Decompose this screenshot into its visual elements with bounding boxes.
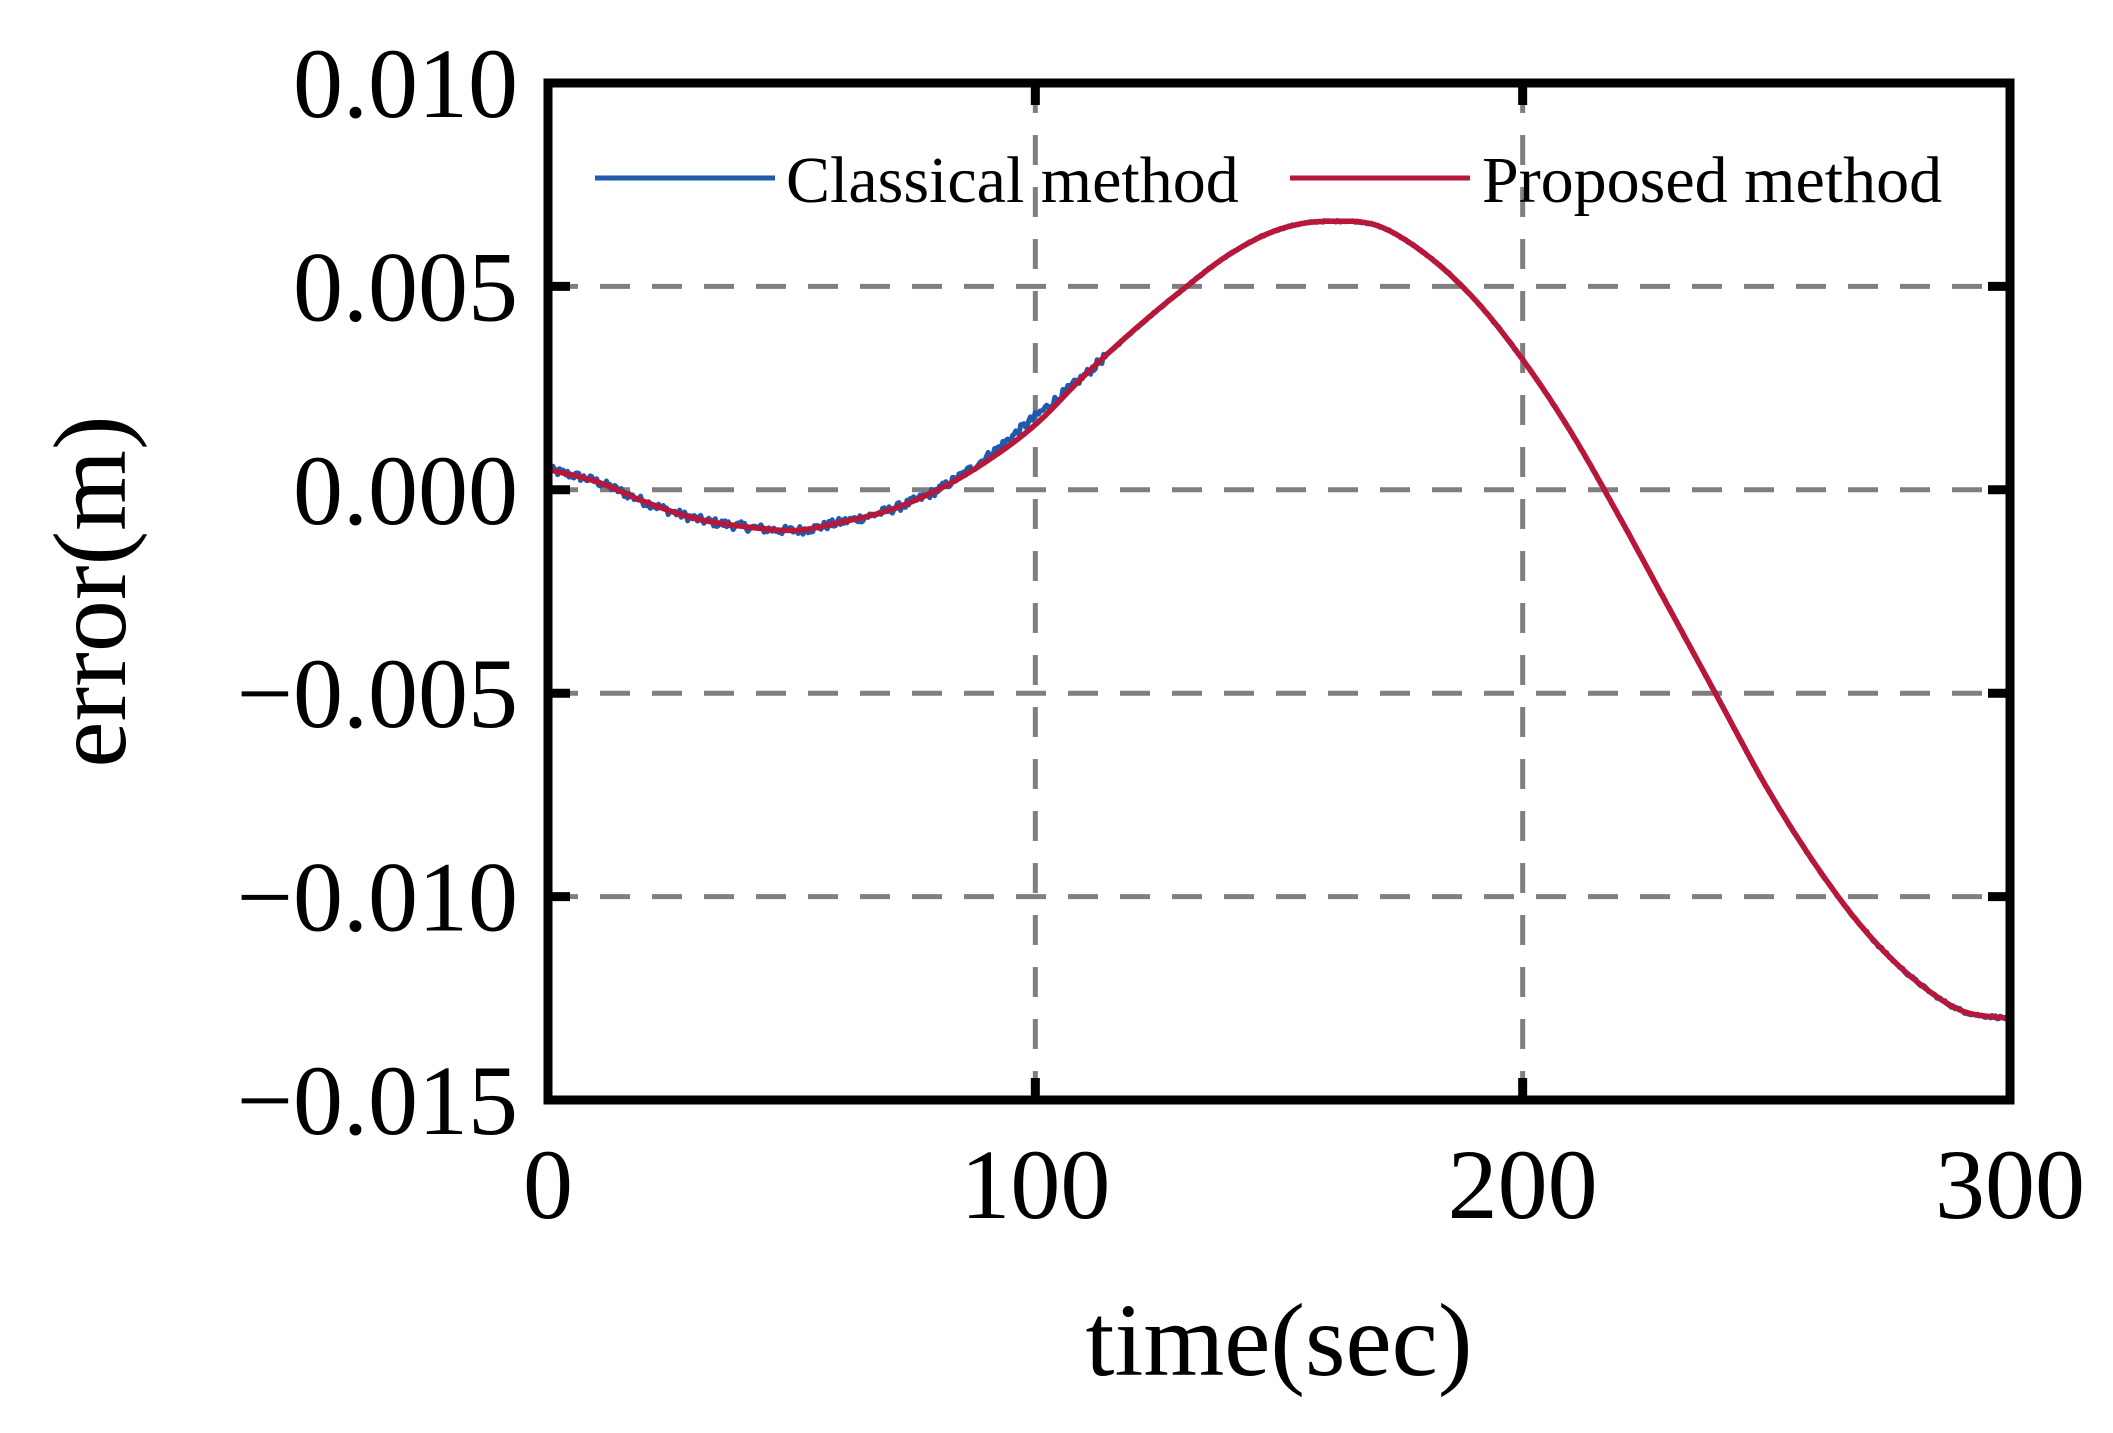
x-tick-label: 300 [1935,1129,2085,1240]
y-axis-title: error(m) [33,415,148,767]
x-tick-label: 0 [523,1129,573,1240]
legend-label-proposed: Proposed method [1482,144,1942,217]
y-tick-label: 0.010 [293,28,518,139]
y-tick-label: −0.005 [237,638,518,749]
series-lines [545,218,2012,1022]
grid-lines [548,83,2010,1100]
legend-label-classical: Classical method [786,144,1239,217]
y-tick-label: −0.015 [237,1045,518,1156]
y-tick-label: 0.000 [293,435,518,546]
x-tick-label: 200 [1448,1129,1598,1240]
legend: Classical method Proposed method [595,144,1942,217]
y-tick-label: −0.010 [237,842,518,953]
y-tick-label: 0.005 [293,231,518,342]
x-tick-label: 100 [960,1129,1110,1240]
x-axis-title: time(sec) [1086,1283,1473,1398]
series-line-proposed [546,218,2012,1022]
plot-frame [543,78,2015,1105]
